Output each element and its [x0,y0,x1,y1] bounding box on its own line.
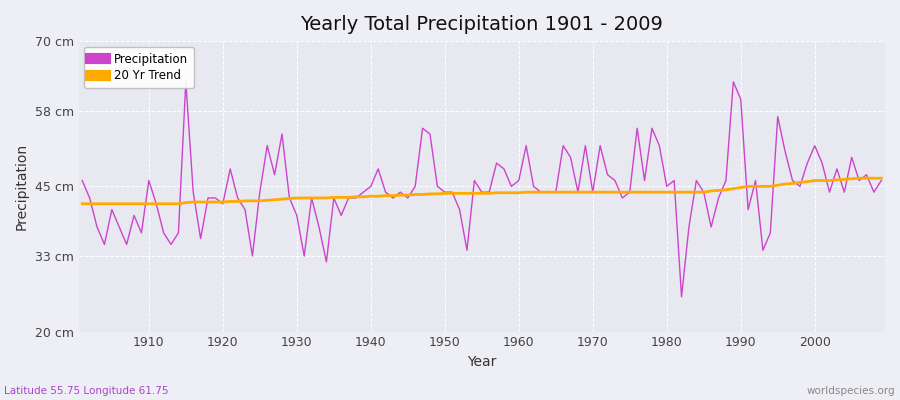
Precipitation [351,196,362,200]
20 Yr Trend [602,190,613,194]
Precipitation [609,178,620,183]
Y-axis label: Precipitation: Precipitation [15,143,29,230]
Text: Latitude 55.75 Longitude 61.75: Latitude 55.75 Longitude 61.75 [4,386,169,396]
20 Yr Trend [343,195,354,200]
X-axis label: Year: Year [467,355,497,369]
Precipitation [876,178,886,183]
Line: 20 Yr Trend: 20 Yr Trend [82,178,881,204]
Title: Yearly Total Precipitation 1901 - 2009: Yearly Total Precipitation 1901 - 2009 [301,15,663,34]
Legend: Precipitation, 20 Yr Trend: Precipitation, 20 Yr Trend [85,47,194,88]
Precipitation [180,79,191,84]
Precipitation [306,196,317,200]
Precipitation [676,294,687,299]
Text: worldspecies.org: worldspecies.org [807,386,896,396]
20 Yr Trend [136,201,147,206]
20 Yr Trend [506,190,517,195]
20 Yr Trend [299,196,310,200]
20 Yr Trend [513,190,524,195]
20 Yr Trend [876,176,886,181]
20 Yr Trend [76,201,87,206]
Precipitation [521,143,532,148]
Precipitation [76,178,87,183]
20 Yr Trend [854,176,865,181]
Precipitation [136,230,147,235]
Precipitation [513,178,524,183]
Line: Precipitation: Precipitation [82,82,881,297]
